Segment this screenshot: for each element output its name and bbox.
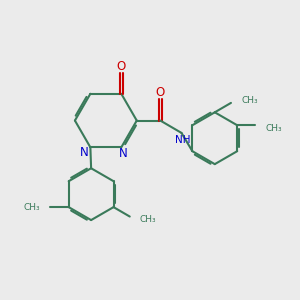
Text: N: N (118, 147, 127, 160)
Text: CH₃: CH₃ (23, 202, 40, 211)
Text: N: N (80, 146, 88, 159)
Text: CH₃: CH₃ (266, 124, 282, 133)
Text: O: O (156, 86, 165, 99)
Text: CH₃: CH₃ (139, 215, 156, 224)
Text: CH₃: CH₃ (241, 96, 258, 105)
Text: O: O (117, 60, 126, 73)
Text: NH: NH (175, 135, 191, 145)
